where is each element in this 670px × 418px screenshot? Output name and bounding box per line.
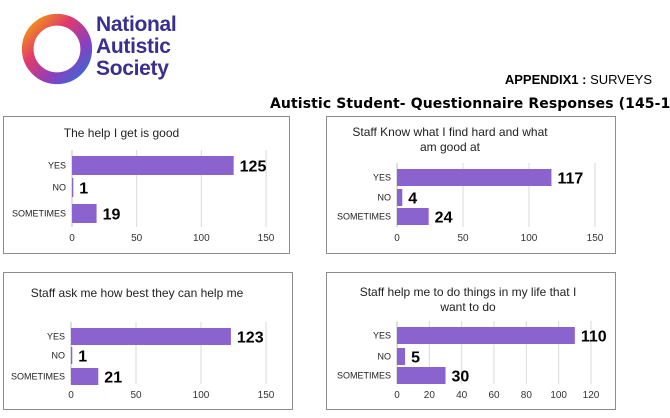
x-tick-label: 120 [583, 390, 600, 401]
chart-panel-1: The help I get is good 0 50 100 150 YES 125 NO… [3, 116, 290, 254]
x-tick-label: 60 [488, 390, 500, 401]
category-label: YES [373, 331, 391, 341]
category-label: NO [378, 193, 392, 203]
x-tick-label: 0 [394, 390, 400, 401]
category-label: NO [52, 351, 66, 361]
chart-title: Staff Know what I find hard and what am … [352, 125, 548, 154]
data-label: 24 [435, 210, 453, 227]
chart-panel-3: Staff ask me how best they can help me 0… [3, 272, 293, 410]
chart-svg: 0 50 100 150 YES 117 NO 4 SOMETIMES 24 [337, 163, 604, 244]
data-label: 117 [557, 171, 583, 188]
data-label: 1 [78, 349, 87, 366]
logo-line-2: Autistic [96, 35, 171, 58]
bar [397, 348, 406, 365]
chart-svg: 0 50 100 150 YES 125 NO 1 SOMETIMES 19 [12, 150, 275, 244]
x-tick-label: 20 [424, 390, 436, 401]
category-label: SOMETIMES [337, 212, 391, 222]
bar [72, 204, 97, 223]
category-label: YES [47, 332, 65, 342]
bar [397, 208, 429, 225]
logo-line-3: Society [96, 57, 169, 80]
bar [72, 178, 74, 197]
data-label: 30 [452, 369, 470, 386]
x-tick-label: 100 [193, 233, 210, 244]
x-tick-label: 0 [68, 390, 74, 401]
bar [71, 328, 231, 345]
page-title: Autistic Student- Questionnaire Response… [270, 96, 670, 112]
x-tick-label: 0 [69, 233, 75, 244]
chart-title: The help I get is good [63, 126, 180, 140]
category-label: NO [378, 352, 392, 362]
category-label: SOMETIMES [337, 371, 391, 381]
category-label: SOMETIMES [11, 372, 65, 382]
appendix-rest: SURVEYS [586, 72, 652, 87]
x-tick-label: 150 [258, 233, 275, 244]
logo-line-1: National [96, 13, 177, 36]
data-label: 125 [240, 159, 267, 176]
chart-title: Staff ask me how best they can help me [30, 286, 244, 300]
x-tick-label: 80 [521, 390, 533, 401]
x-tick-label: 100 [521, 233, 538, 244]
data-label: 21 [104, 370, 122, 387]
category-label: NO [53, 183, 67, 193]
category-label: SOMETIMES [12, 209, 66, 219]
data-label: 4 [408, 191, 417, 208]
data-label: 123 [237, 330, 264, 347]
data-label: 1 [79, 181, 88, 198]
category-label: YES [48, 161, 66, 171]
x-tick-label: 50 [130, 390, 142, 401]
nas-logo-icon [21, 13, 93, 85]
x-tick-label: 150 [587, 233, 604, 244]
x-tick-label: 50 [457, 233, 469, 244]
x-tick-label: 100 [193, 390, 210, 401]
category-label: YES [373, 173, 391, 183]
x-tick-label: 50 [131, 233, 143, 244]
bar [71, 368, 99, 385]
chart-svg: 0 20 40 60 80 100 120 YES 110 NO 5 SOMETIMES 30 [337, 321, 607, 401]
data-label: 19 [103, 207, 121, 224]
bar [72, 156, 234, 175]
chart-title: Staff help me to do things in my life th… [359, 285, 577, 314]
appendix-label: APPENDIX1 : SURVEYS [505, 72, 652, 87]
bar [397, 367, 446, 384]
bar [397, 327, 575, 344]
bar [397, 169, 552, 186]
data-label: 110 [581, 329, 607, 346]
x-tick-label: 0 [394, 233, 400, 244]
chart-panel-2: Staff Know what I find hard and what am … [326, 116, 616, 254]
appendix-bold: APPENDIX1 : [504, 72, 587, 87]
bar [71, 347, 73, 364]
x-tick-label: 150 [258, 390, 275, 401]
x-tick-label: 40 [456, 390, 468, 401]
data-label: 5 [411, 350, 420, 367]
chart-panel-4: Staff help me to do things in my life th… [326, 272, 616, 410]
bar [397, 189, 403, 206]
chart-svg: 0 50 100 150 YES 123 NO 1 SOMETIMES 21 [11, 322, 275, 401]
logo-wordmark: National Autistic Society [96, 13, 177, 80]
x-tick-label: 100 [550, 390, 567, 401]
